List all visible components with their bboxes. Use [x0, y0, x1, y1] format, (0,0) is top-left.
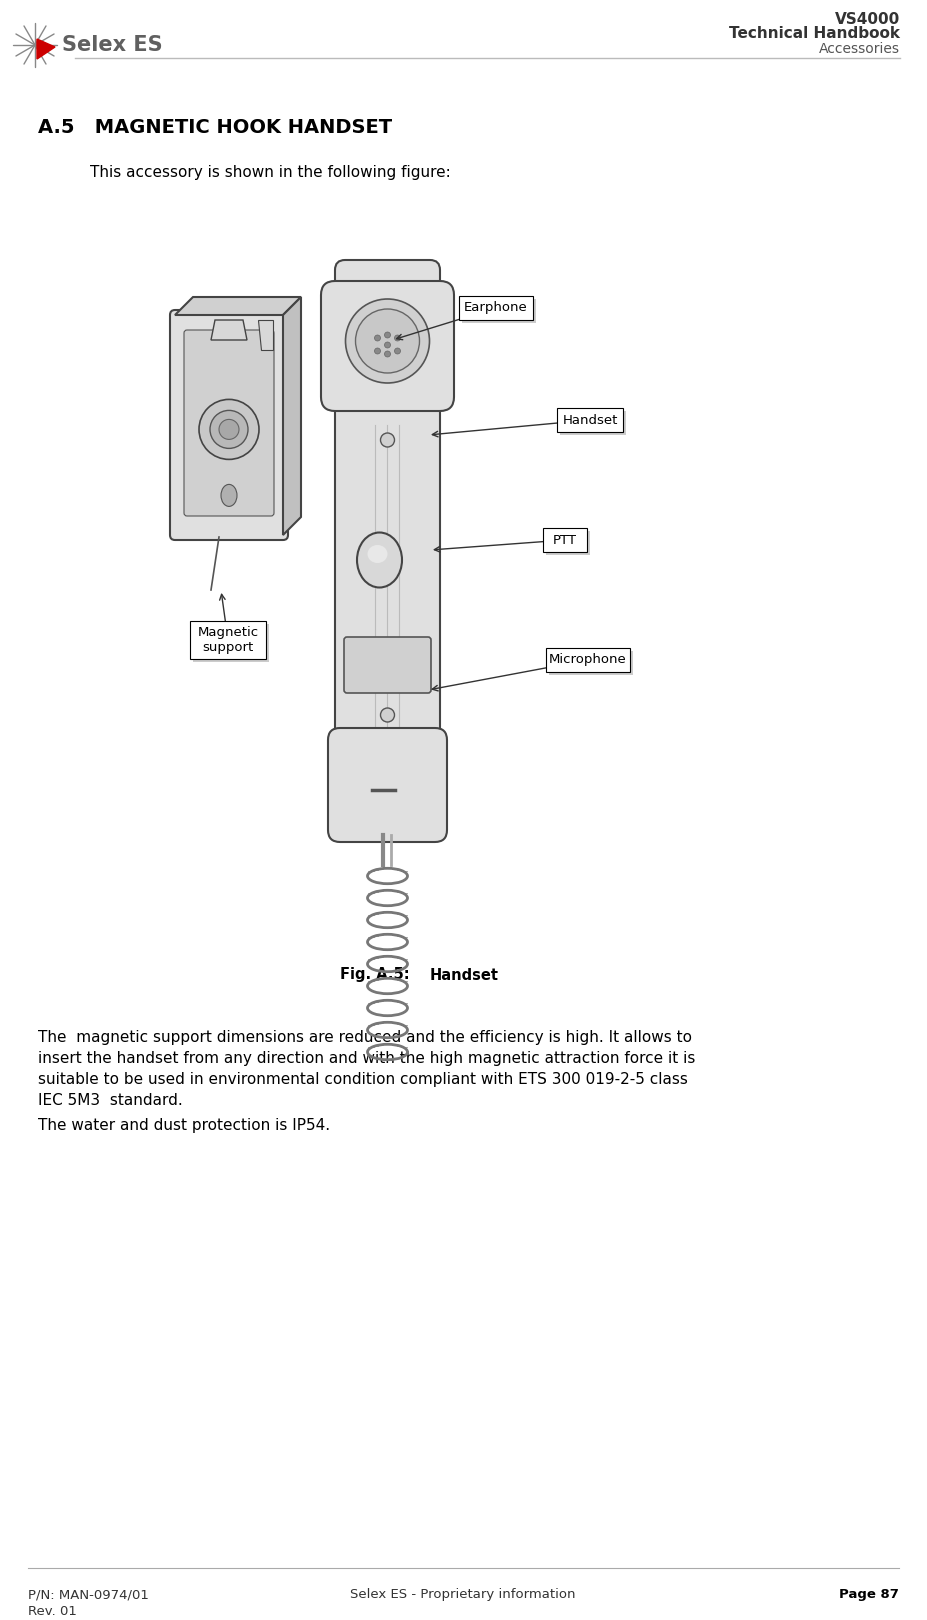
Text: This accessory is shown in the following figure:: This accessory is shown in the following…: [90, 165, 451, 180]
Text: insert the handset from any direction and with the high magnetic attraction forc: insert the handset from any direction an…: [38, 1051, 695, 1066]
Circle shape: [395, 348, 400, 355]
FancyBboxPatch shape: [328, 727, 447, 842]
FancyBboxPatch shape: [190, 620, 266, 659]
Text: Selex ES: Selex ES: [62, 36, 162, 55]
Circle shape: [385, 332, 390, 339]
FancyBboxPatch shape: [462, 300, 536, 322]
Text: P/N: MAN-0974/01: P/N: MAN-0974/01: [28, 1588, 149, 1601]
Circle shape: [199, 400, 259, 460]
Ellipse shape: [357, 533, 402, 588]
Ellipse shape: [221, 484, 237, 507]
Text: The  magnetic support dimensions are reduced and the efficiency is high. It allo: The magnetic support dimensions are redu…: [38, 1030, 692, 1045]
Text: A.5   MAGNETIC HOOK HANDSET: A.5 MAGNETIC HOOK HANDSET: [38, 118, 392, 138]
Polygon shape: [211, 321, 247, 340]
FancyBboxPatch shape: [543, 528, 587, 552]
Polygon shape: [175, 296, 301, 314]
Text: Magnetic
support: Magnetic support: [197, 625, 259, 654]
FancyBboxPatch shape: [321, 280, 454, 411]
Text: Microphone: Microphone: [549, 653, 627, 666]
Text: IEC 5M3  standard.: IEC 5M3 standard.: [38, 1094, 183, 1108]
FancyBboxPatch shape: [344, 637, 431, 693]
Circle shape: [375, 335, 380, 340]
Text: suitable to be used in environmental condition compliant with ETS 300 019-2-5 cl: suitable to be used in environmental con…: [38, 1072, 688, 1087]
Text: Rev. 01: Rev. 01: [28, 1605, 77, 1618]
Text: Handset: Handset: [563, 413, 617, 426]
Text: PTT: PTT: [553, 533, 577, 546]
Text: Selex ES - Proprietary information: Selex ES - Proprietary information: [350, 1588, 576, 1601]
Text: Technical Handbook: Technical Handbook: [729, 26, 900, 40]
Circle shape: [385, 352, 390, 356]
FancyBboxPatch shape: [193, 624, 269, 663]
Circle shape: [385, 342, 390, 348]
Circle shape: [346, 300, 429, 382]
Text: Fig. A.5:: Fig. A.5:: [340, 967, 410, 982]
Circle shape: [380, 433, 395, 447]
Polygon shape: [37, 39, 55, 58]
FancyBboxPatch shape: [546, 648, 630, 672]
Circle shape: [395, 335, 400, 340]
Text: The water and dust protection is IP54.: The water and dust protection is IP54.: [38, 1118, 330, 1132]
Circle shape: [219, 420, 239, 439]
FancyBboxPatch shape: [170, 309, 288, 539]
FancyBboxPatch shape: [184, 330, 274, 517]
FancyBboxPatch shape: [560, 411, 626, 436]
FancyBboxPatch shape: [557, 408, 623, 433]
Text: Earphone: Earphone: [464, 301, 527, 314]
Ellipse shape: [367, 544, 387, 564]
Text: VS4000: VS4000: [834, 11, 900, 28]
Text: Page 87: Page 87: [839, 1588, 899, 1601]
Circle shape: [375, 348, 380, 355]
Text: Accessories: Accessories: [819, 42, 900, 57]
FancyBboxPatch shape: [335, 259, 440, 841]
FancyBboxPatch shape: [459, 296, 533, 321]
Polygon shape: [283, 296, 301, 535]
Circle shape: [380, 708, 395, 723]
Circle shape: [210, 410, 248, 449]
FancyBboxPatch shape: [549, 651, 633, 676]
FancyBboxPatch shape: [546, 531, 590, 556]
Circle shape: [355, 309, 420, 373]
Polygon shape: [258, 321, 273, 350]
Text: Handset: Handset: [430, 967, 499, 982]
